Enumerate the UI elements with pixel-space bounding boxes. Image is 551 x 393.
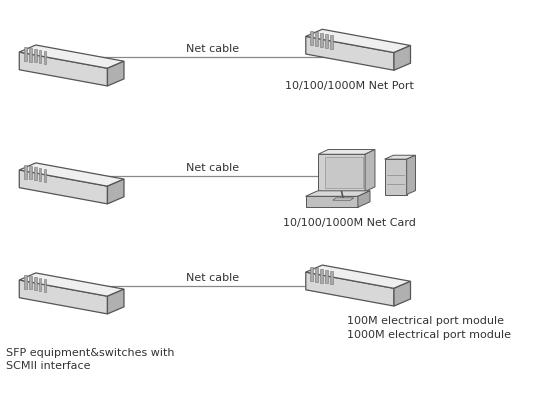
Polygon shape [19,163,124,186]
Polygon shape [305,196,358,207]
Polygon shape [315,32,318,46]
Polygon shape [306,37,394,70]
Polygon shape [320,33,323,47]
Text: 10/100/1000M Net Card: 10/100/1000M Net Card [283,218,417,228]
Polygon shape [19,52,107,86]
Polygon shape [19,45,124,68]
Polygon shape [310,267,313,281]
Polygon shape [19,280,107,314]
Polygon shape [24,275,26,288]
Polygon shape [394,46,410,70]
Polygon shape [306,265,410,288]
Polygon shape [107,179,124,204]
Polygon shape [44,279,46,292]
Text: 10/100/1000M Net Port: 10/100/1000M Net Port [285,81,414,90]
Polygon shape [39,50,41,63]
Polygon shape [34,49,36,62]
Polygon shape [107,289,124,314]
Polygon shape [306,29,410,53]
Polygon shape [29,48,31,62]
Polygon shape [330,271,333,285]
Polygon shape [39,168,41,181]
Text: 100M electrical port module
1000M electrical port module: 100M electrical port module 1000M electr… [347,316,511,340]
Polygon shape [358,191,370,207]
Polygon shape [325,157,363,188]
Polygon shape [29,166,31,180]
Polygon shape [29,276,31,290]
Polygon shape [34,277,36,290]
Polygon shape [394,281,410,306]
Polygon shape [39,278,41,291]
Polygon shape [19,170,107,204]
Polygon shape [306,272,394,306]
Polygon shape [315,268,318,282]
Polygon shape [325,270,328,283]
Polygon shape [44,51,46,64]
Text: Net cable: Net cable [186,44,239,54]
Polygon shape [385,155,415,159]
Polygon shape [330,35,333,49]
Polygon shape [365,149,375,191]
Polygon shape [385,159,407,195]
Polygon shape [24,47,26,61]
Polygon shape [310,31,313,45]
Polygon shape [320,269,323,283]
Polygon shape [24,165,26,178]
Polygon shape [333,198,354,200]
Polygon shape [407,155,415,195]
Text: SFP equipment&switches with
SCMII interface: SFP equipment&switches with SCMII interf… [6,348,174,371]
Polygon shape [318,154,365,191]
Polygon shape [107,61,124,86]
Text: Net cable: Net cable [186,163,239,173]
Polygon shape [34,167,36,180]
Polygon shape [318,149,375,154]
Polygon shape [19,273,124,296]
Polygon shape [44,169,46,182]
Polygon shape [325,34,328,48]
Text: Net cable: Net cable [186,273,239,283]
Polygon shape [305,191,370,196]
